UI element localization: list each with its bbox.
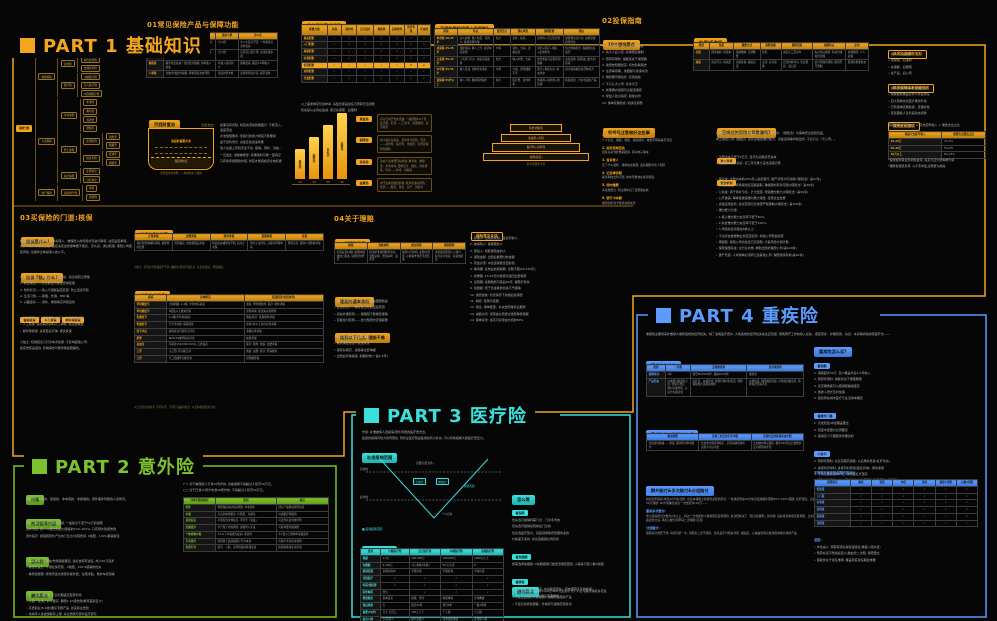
- path-el: [12, 44, 986, 457]
- path-el: [13, 465, 337, 618]
- path-el: [636, 314, 987, 618]
- path-el: [351, 414, 631, 618]
